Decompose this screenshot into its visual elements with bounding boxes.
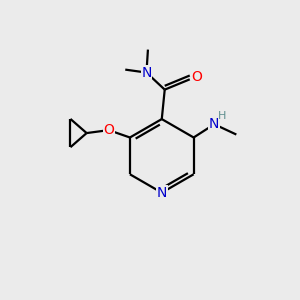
Text: O: O — [103, 123, 114, 137]
Text: H: H — [218, 111, 226, 121]
Text: N: N — [209, 117, 220, 131]
Text: N: N — [157, 186, 167, 200]
Text: N: N — [141, 66, 152, 80]
Text: O: O — [192, 70, 203, 84]
